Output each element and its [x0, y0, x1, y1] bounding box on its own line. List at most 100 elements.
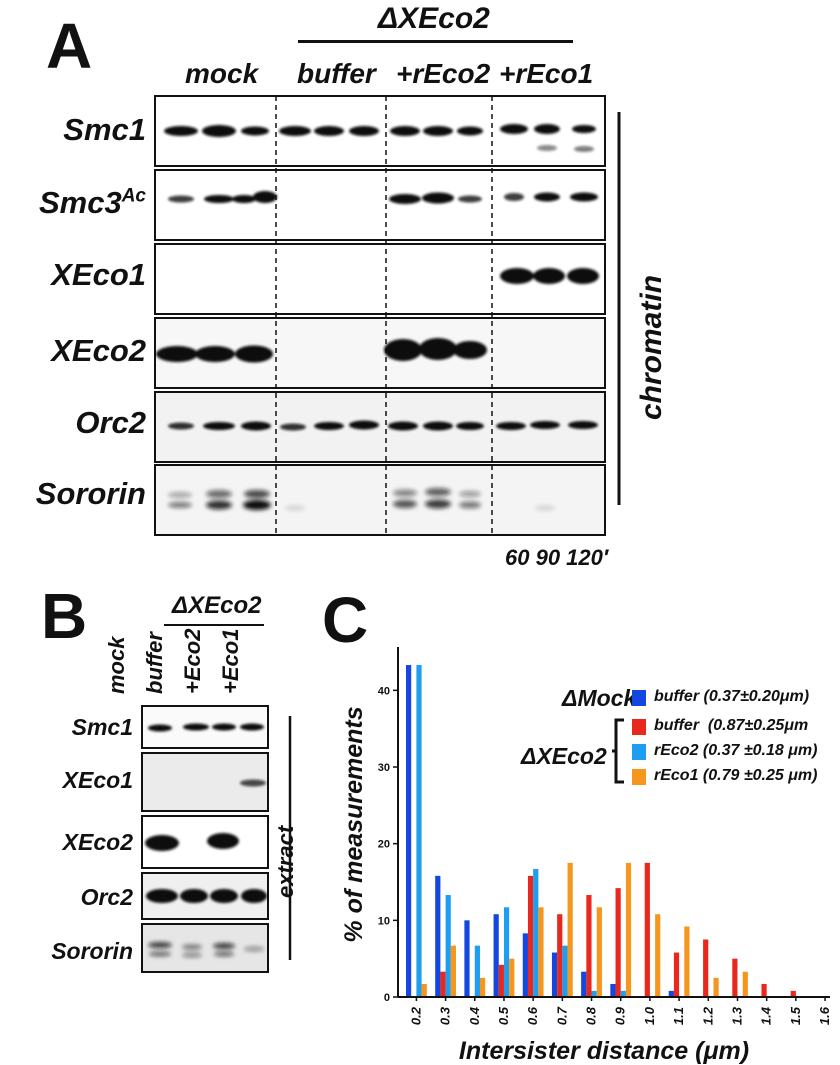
bar-xeco2-buffer-1.4	[761, 983, 767, 997]
b-row-label-xeco1: XEco1	[62, 767, 133, 793]
legend-swatch-xeco2-reco2	[632, 744, 646, 760]
bar-xeco2-buffer-1.0	[644, 862, 650, 997]
bar-xeco2-buffer-1.3	[732, 958, 738, 997]
legend-text-xeco2-reco1: rEco1 (0.79 ±0.25 μm)	[654, 767, 818, 784]
bar-mock-buffer-1.1	[668, 990, 674, 997]
bar-xeco2-reco1-0.8	[596, 907, 602, 997]
y-tick-label: 10	[378, 915, 390, 927]
y-tick-label: 0	[384, 992, 390, 1004]
row-label-orc2: Orc2	[75, 405, 146, 440]
legend-text-xeco2-reco2: rEco2 (0.37 ±0.18 μm)	[654, 742, 818, 759]
x-tick-label: 0.7	[554, 1006, 569, 1025]
legend-swatch-xeco2-buffer	[632, 719, 646, 735]
lane-eco2-label: +Eco2	[180, 628, 205, 694]
bar-xeco2-buffer-0.7	[557, 914, 563, 997]
bar-xeco2-reco1-1.1	[684, 926, 690, 997]
x-tick-label: 1.2	[700, 1006, 715, 1025]
bar-xeco2-reco1-1.2	[713, 977, 719, 997]
legend-bracket	[612, 718, 624, 784]
y-tick-label: 30	[378, 762, 390, 774]
row-label-smc3: Smc3Ac	[0, 185, 146, 221]
panel-a-label: A	[46, 10, 93, 82]
bar-xeco2-reco1-0.6	[538, 907, 544, 997]
row-label-xeco2: XEco2	[51, 333, 146, 368]
bar-mock-buffer-0.8	[581, 971, 587, 997]
lane-eco1-label: +Eco1	[218, 628, 243, 694]
panel-b-delta-bar	[164, 624, 264, 626]
legend-text-xeco2-buffer: buffer (0.87±0.25μm	[654, 717, 809, 734]
bar-mock-buffer-0.9	[610, 983, 616, 997]
bar-xeco2-reco2-0.9	[620, 990, 626, 997]
x-tick-label: 1.4	[759, 1006, 774, 1025]
x-tick-label: 1.0	[642, 1006, 657, 1025]
panel-b-blots	[141, 705, 292, 973]
bar-xeco2-reco2-0.4	[474, 945, 480, 997]
x-tick-label: 1.5	[788, 1006, 803, 1025]
legend-swatch-mock-buffer	[632, 690, 646, 706]
bar-xeco2-buffer-0.9	[615, 888, 621, 997]
bar-mock-buffer-0.3	[435, 875, 441, 997]
legend-group-mock: ΔMock	[562, 685, 637, 711]
chromatin-label: chromatin	[635, 274, 668, 420]
bar-xeco2-reco1-0.5	[509, 958, 515, 997]
bar-xeco2-buffer-0.6	[527, 875, 534, 997]
y-tick-label: 40	[378, 685, 390, 697]
cond-reco1-label: +rEco1	[499, 58, 594, 89]
lane-buffer-label: buffer	[142, 632, 167, 694]
panel-c-label: C	[322, 584, 369, 656]
bar-xeco2-buffer-1.1	[673, 952, 680, 997]
bar-xeco2-reco1-1.3	[742, 971, 748, 997]
bar-xeco2-buffer-0.3	[440, 971, 446, 997]
bar-xeco2-buffer-0.5	[498, 964, 504, 997]
x-tick-label: 0.6	[525, 1006, 540, 1025]
legend-text-mock-buffer: buffer (0.37±0.20μm)	[654, 688, 810, 705]
legend-swatch-xeco2-reco1	[632, 769, 646, 785]
b-row-label-smc1: Smc1	[71, 714, 133, 740]
bar-xeco2-buffer-1.5	[790, 990, 796, 997]
row-label-smc3-sup: Ac	[121, 185, 146, 207]
x-tick-label: 0.2	[408, 1006, 423, 1025]
row-label-sororin: Sororin	[35, 476, 146, 511]
panel-b-label: B	[41, 580, 88, 652]
bar-xeco2-reco1-0.9	[625, 862, 632, 997]
extract-label: extract	[273, 825, 298, 898]
bar-xeco2-reco2-0.8	[591, 990, 597, 997]
row-label-xeco1: XEco1	[51, 257, 146, 292]
timepoints-label: 60 90 120′	[505, 545, 609, 570]
bar-xeco2-reco1-0.7	[567, 862, 573, 997]
y-tick-label: 20	[378, 839, 390, 851]
bar-xeco2-reco2-0.7	[562, 945, 568, 997]
x-tick-label: 0.5	[496, 1006, 511, 1025]
row-label-smc1: Smc1	[63, 112, 146, 147]
row-label-smc3-text: Smc3	[38, 185, 122, 220]
x-tick-label: 0.9	[613, 1006, 628, 1025]
bar-xeco2-reco1-0.4	[479, 977, 486, 997]
bar-mock-buffer-0.7	[551, 952, 558, 997]
bar-xeco2-reco2-0.2	[416, 665, 422, 997]
lane-mock-label: mock	[104, 636, 129, 694]
bar-xeco2-reco1-0.3	[450, 945, 456, 997]
x-tick-label: 1.3	[729, 1006, 744, 1025]
bar-xeco2-reco2-0.5	[503, 907, 510, 997]
bar-xeco2-reco1-0.2	[421, 983, 427, 997]
bar-mock-buffer-0.6	[522, 933, 528, 997]
x-tick-label: 0.3	[438, 1006, 453, 1025]
b-blot-sororin	[141, 923, 269, 973]
blot-sororin	[154, 464, 606, 536]
b-row-label-orc2: Orc2	[80, 884, 133, 910]
bar-xeco2-reco1-1.0	[655, 914, 661, 997]
legend-group-xeco2: ΔXEco2	[521, 743, 607, 769]
cond-reco2-label: +rEco2	[396, 58, 491, 89]
bar-mock-buffer-0.2	[406, 665, 412, 997]
bar-xeco2-buffer-1.2	[703, 939, 709, 997]
panel-a-delta-bar	[298, 40, 573, 43]
cond-buffer-label: buffer	[297, 58, 376, 89]
bar-xeco2-buffer-0.8	[586, 895, 592, 997]
bar-xeco2-reco2-0.3	[445, 895, 451, 997]
x-tick-label: 0.8	[584, 1006, 599, 1025]
panel-b-delta-header: ΔXEco2	[172, 592, 262, 619]
x-axis-title: Intersister distance (μm)	[459, 1037, 749, 1065]
bar-mock-buffer-0.5	[493, 914, 499, 997]
b-row-label-sororin: Sororin	[51, 938, 133, 964]
x-tick-label: 1.1	[671, 1007, 686, 1025]
